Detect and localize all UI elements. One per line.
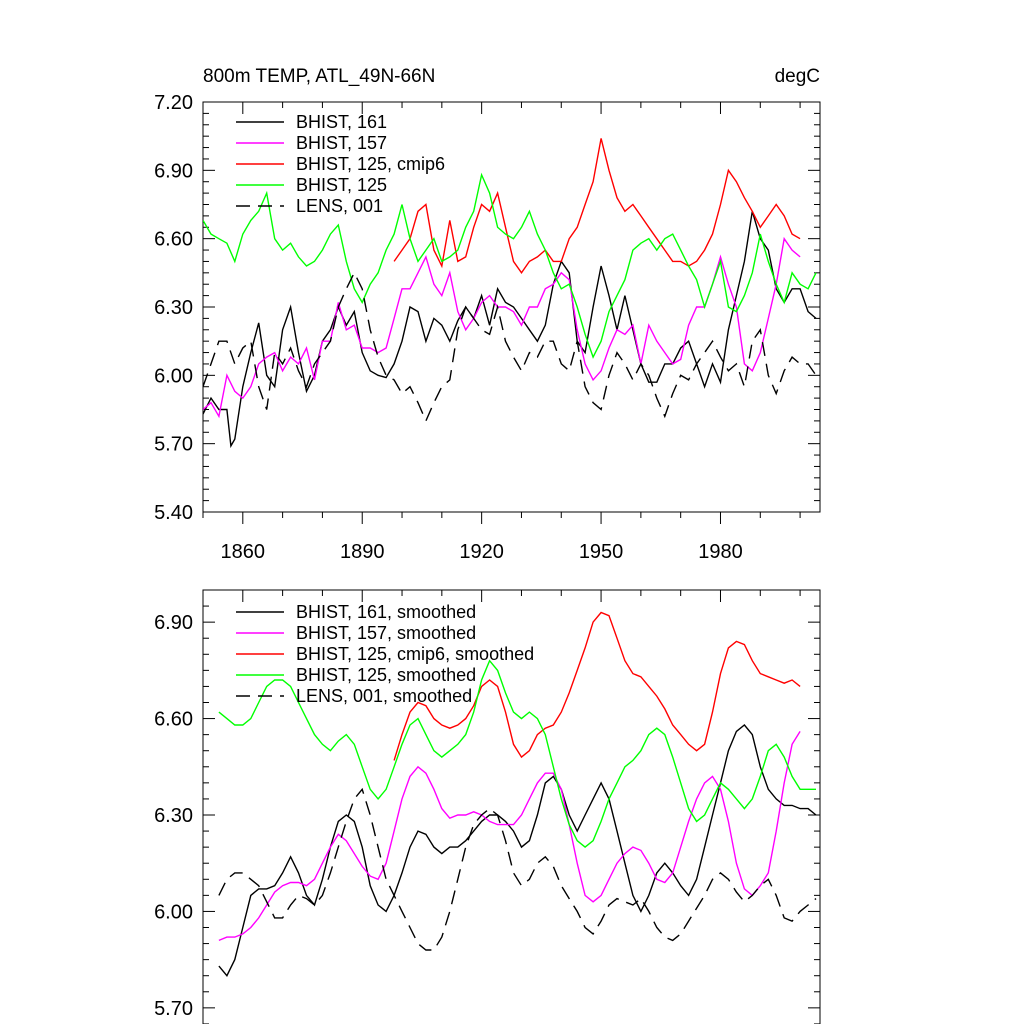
bottom-chart: 5.70 6.00 6.30 6.60 6.90 BHIST, 161, smoothe… [154, 589, 821, 1024]
bottom-legend-label: BHIST, 157, smoothed [296, 623, 476, 643]
top-x-tick-label: 1950 [579, 541, 624, 563]
top-series-group [203, 138, 817, 449]
top-x-tick-label: 1860 [221, 541, 266, 563]
top-axis-ticks: 5.40 5.70 6.00 6.30 6.60 6.90 7.20 1860 1890 1920… [154, 92, 820, 563]
top-x-tick-label: 1890 [340, 541, 385, 563]
top-x-tick-label: 1980 [698, 541, 743, 563]
bottom-legend-label: BHIST, 161, smoothed [296, 602, 476, 622]
top-legend-label: LENS, 001 [296, 196, 383, 216]
bottom-legend-label: BHIST, 125, smoothed [296, 665, 476, 685]
top-series-line-2 [393, 138, 801, 275]
bottom-series-line-3 [218, 659, 816, 848]
bottom-legend-label: BHIST, 125, cmip6, smoothed [296, 644, 534, 664]
bottom-y-tick-label: 6.00 [154, 901, 193, 923]
bottom-y-tick-label: 5.70 [154, 998, 193, 1020]
top-y-tick-label: 6.60 [154, 229, 193, 251]
bottom-legend-label: LENS, 001, smoothed [296, 686, 472, 706]
bottom-y-tick-label: 6.60 [154, 709, 193, 731]
top-y-tick-label: 6.30 [154, 297, 193, 319]
top-legend-label: BHIST, 157 [296, 133, 387, 153]
top-y-tick-label: 7.20 [154, 92, 193, 114]
top-legend-label: BHIST, 161 [296, 112, 387, 132]
top-series-line-1 [203, 236, 801, 419]
bottom-series-line-2 [393, 611, 801, 761]
units-label: degC [775, 66, 820, 87]
chart-title: 800m TEMP, ATL_49N-66N [203, 66, 435, 87]
top-series-line-4 [203, 271, 817, 423]
top-y-tick-label: 6.90 [154, 160, 193, 182]
top-y-tick-label: 6.00 [154, 365, 193, 387]
top-y-tick-label: 5.40 [154, 502, 193, 524]
bottom-y-tick-label: 6.30 [154, 805, 193, 827]
bottom-y-tick-label: 6.90 [154, 612, 193, 634]
bottom-series-line-4 [218, 787, 817, 951]
bottom-series-group [218, 611, 817, 977]
top-series-line-0 [203, 211, 817, 449]
top-legend-label: BHIST, 125, cmip6 [296, 154, 445, 174]
top-x-tick-label: 1920 [459, 541, 504, 563]
bottom-series-line-0 [218, 724, 817, 977]
top-y-tick-label: 5.70 [154, 434, 193, 456]
top-series-line-3 [203, 172, 817, 359]
top-legend-label: BHIST, 125 [296, 175, 387, 195]
bottom-series-line-1 [218, 731, 801, 942]
bottom-axis-ticks: 5.70 6.00 6.30 6.60 6.90 [154, 589, 820, 1024]
top-chart: 800m TEMP, ATL_49N-66N degC 5.40 5.70 6.00… [154, 66, 821, 563]
